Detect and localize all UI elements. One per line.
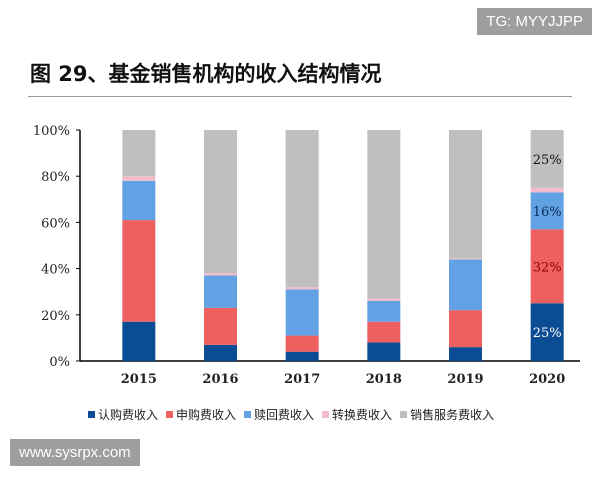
bar-segment	[285, 335, 319, 352]
bar-segment	[530, 229, 564, 304]
watermark-bottom: www.sysrpx.com	[10, 439, 140, 466]
x-tick-label: 2015	[121, 372, 157, 387]
bar-segment	[530, 187, 564, 193]
bar-segment	[530, 192, 564, 230]
x-tick-label: 2019	[447, 372, 483, 387]
x-tick-label: 2017	[284, 372, 320, 387]
data-label: 32%	[533, 260, 562, 275]
x-tick-label: 2018	[366, 372, 402, 387]
legend-swatch	[166, 411, 174, 418]
bar-segment	[122, 176, 156, 181]
y-tick-label: 20%	[41, 309, 70, 324]
bar-segment	[204, 130, 237, 274]
chart-title: 图 29、基金销售机构的收入结构情况	[30, 62, 382, 86]
data-label: 25%	[533, 326, 562, 341]
legend-swatch	[400, 411, 408, 418]
bar-segment	[367, 342, 401, 361]
bar-segment	[367, 300, 401, 322]
bar-segment	[122, 220, 156, 322]
legend-label: 转换费收入	[332, 408, 393, 422]
legend: 认购费收入 申购费收入 赎回费收入 转换费收入 销售服务费收入	[88, 406, 494, 423]
legend-item: 转换费收入	[322, 406, 392, 423]
legend-swatch	[244, 411, 252, 418]
legend-item: 认购费收入	[88, 406, 158, 423]
bar-segment	[285, 287, 319, 290]
bar-segment	[204, 275, 237, 308]
bar-segment	[122, 130, 156, 177]
legend-item: 赎回费收入	[244, 406, 314, 423]
legend-label: 申购费收入	[176, 408, 237, 422]
legend-label: 赎回费收入	[254, 408, 315, 422]
legend-swatch	[322, 411, 330, 418]
bar-segment	[449, 258, 482, 260]
legend-swatch	[88, 411, 95, 418]
bar-segment	[122, 180, 156, 221]
legend-label: 销售服务费收入	[410, 408, 495, 422]
legend-item: 申购费收入	[166, 406, 236, 423]
bar-segment	[285, 351, 319, 361]
watermark-top: TG: MYYJJPP	[477, 8, 592, 35]
legend-label: 认购费收入	[98, 408, 159, 422]
bar-segment	[449, 310, 482, 348]
bar-segment	[204, 344, 237, 361]
bar-segment	[530, 303, 564, 361]
data-label: 16%	[533, 205, 562, 220]
bar-segment	[530, 130, 564, 188]
bar-segment	[204, 273, 237, 276]
bar-segment	[122, 321, 156, 361]
x-tick-label: 2020	[529, 372, 565, 387]
bar-segment	[204, 307, 237, 345]
y-tick-label: 40%	[41, 263, 70, 278]
bar-segment	[449, 130, 482, 259]
bar-segment	[449, 347, 482, 361]
bar-segment	[285, 289, 319, 336]
bar-segment	[367, 298, 401, 301]
title-divider	[28, 96, 572, 97]
y-tick-label: 0%	[49, 355, 70, 370]
legend-item: 销售服务费收入	[400, 406, 494, 423]
bar-segment	[367, 130, 401, 299]
y-tick-label: 80%	[41, 170, 70, 185]
y-tick-label: 100%	[33, 124, 70, 139]
x-tick-label: 2016	[202, 372, 238, 387]
bar-segment	[367, 321, 401, 343]
data-label: 25%	[533, 153, 562, 168]
bar-segment	[285, 130, 319, 288]
y-tick-label: 60%	[41, 216, 70, 231]
bar-segment	[449, 259, 482, 311]
